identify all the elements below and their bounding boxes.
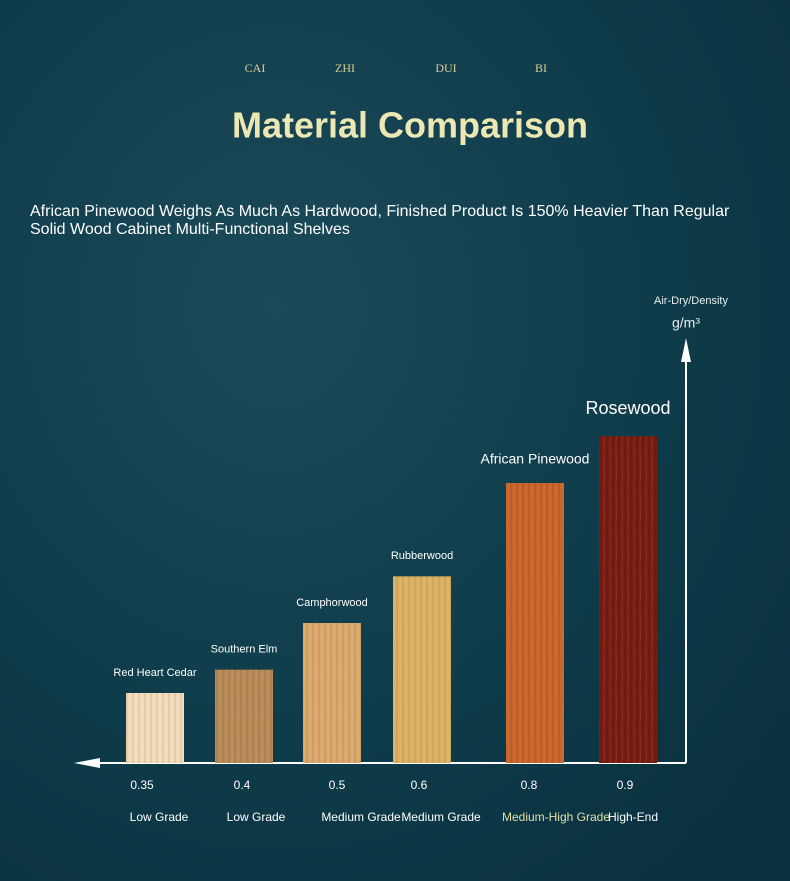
subtitle-box: African Pinewood Weighs As Much As Hardw… <box>30 203 730 238</box>
grade-label: High-End <box>608 810 658 824</box>
bar-grain <box>303 623 361 763</box>
subtitle: African Pinewood Weighs As Much As Hardw… <box>30 203 730 238</box>
value-label: 0.5 <box>329 778 346 792</box>
title: Material Comparison <box>232 105 588 146</box>
value-label: 0.4 <box>234 778 251 792</box>
pinyin: BI <box>535 61 547 75</box>
grade-label: Medium Grade <box>321 810 401 824</box>
grade-label: Low Grade <box>130 810 189 824</box>
header: CAI ZHI DUI BI Material Comparison <box>232 61 588 146</box>
pinyin: DUI <box>435 61 456 75</box>
bar-name: Red Heart Cedar <box>113 667 196 679</box>
value-label: 0.35 <box>130 778 154 792</box>
y-unit: g/m³ <box>672 315 700 331</box>
bar-name: African Pinewood <box>481 451 590 467</box>
bar-name: Southern Elm <box>211 644 278 656</box>
x-arrow <box>74 758 100 768</box>
bar-grain <box>506 483 564 763</box>
axes: Air-Dry/Density g/m³ <box>74 295 728 768</box>
bar-grain <box>215 669 273 763</box>
value-label: 0.8 <box>521 778 538 792</box>
y-label: Air-Dry/Density <box>654 295 728 307</box>
bar-grain <box>126 693 184 763</box>
bar-name: Rosewood <box>585 398 670 418</box>
value-label: 0.9 <box>617 778 634 792</box>
pinyin: ZHI <box>335 61 355 75</box>
bar-name: Rubberwood <box>391 550 453 562</box>
grade-label: Medium-High Grade <box>502 810 610 824</box>
bar-grain <box>393 576 451 763</box>
bar-name: Camphorwood <box>296 597 368 609</box>
bar-grain <box>599 436 657 763</box>
grade-label: Low Grade <box>227 810 286 824</box>
y-arrow <box>681 338 691 362</box>
grade-label: Medium Grade <box>401 810 481 824</box>
pinyin: CAI <box>245 61 266 75</box>
value-label: 0.6 <box>411 778 428 792</box>
